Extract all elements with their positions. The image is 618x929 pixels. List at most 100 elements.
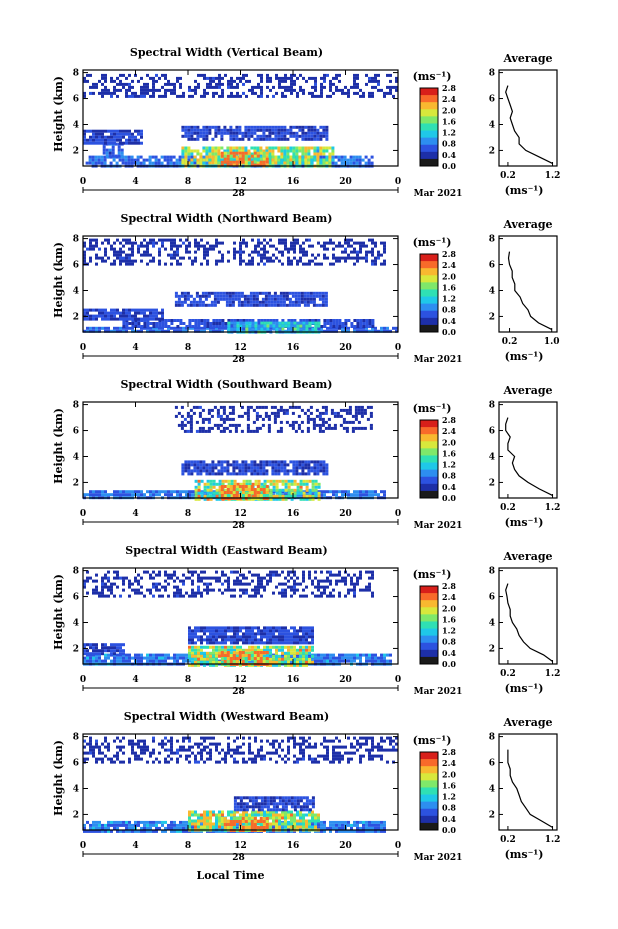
heatmap-cell [324,405,328,409]
heatmap-cell [149,238,152,242]
heatmap-cell [281,626,284,630]
heatmap-cell [125,259,128,263]
heatmap-cell [119,262,122,266]
heatmap-cell [86,329,89,333]
heatmap-cell [122,85,125,89]
heatmap-cell [328,158,332,162]
heatmap-cell [270,405,274,409]
heatmap-cell [186,411,190,415]
heatmap-cell [143,244,146,248]
heatmap-cell [213,423,217,427]
heatmap-cell [155,490,158,494]
heatmap-cell [220,466,224,470]
heatmap-cell [284,247,287,251]
heatmap-cell [255,414,259,418]
heatmap-cell [228,291,232,295]
heatmap-cell [253,651,257,654]
heatmap-cell [215,632,218,636]
heatmap-cell [202,131,206,135]
heatmap-cell [107,238,110,242]
heatmap-cell [186,420,190,424]
heatmap-cell [305,262,308,266]
heatmap-cell [365,325,369,328]
heatmap-cell [279,294,283,298]
heatmap-cell [200,490,203,494]
heatmap-cell [110,588,113,592]
heatmap-cell [116,250,119,254]
heatmap-cell [194,479,198,483]
heatmap-cell [232,160,236,164]
heatmap-cell [173,88,176,92]
heatmap-cell [101,326,104,330]
heatmap-cell [195,291,199,295]
heatmap-cell [266,645,269,649]
heatmap-cell [181,463,185,467]
heatmap-cell [395,76,398,80]
heatmap-cell [176,659,179,663]
heatmap-cell [205,469,209,473]
heatmap-cell [110,582,113,586]
heatmap-cell [317,497,321,501]
heatmap-cell [329,82,332,86]
heatmap-cell [274,161,278,165]
heatmap-cell [248,262,251,266]
heatmap-cell [235,151,239,155]
heatmap-cell [330,426,334,430]
heatmap-cell [224,632,227,636]
heatmap-cell [316,137,320,141]
heatmap-cell [86,311,89,315]
heatmap-cell [290,653,293,657]
heatmap-cell [198,414,202,418]
heatmap-cell [212,85,215,89]
heatmap-cell [224,641,227,645]
heatmap-cell [285,420,289,424]
heatmap-cell [213,297,217,301]
heatmap-cell [292,463,296,467]
heatmap-cell [308,653,311,657]
heatmap-cell [296,638,299,642]
heatmap-cell [195,420,199,424]
heatmap-cell [309,294,313,298]
heatmap-cell [329,238,332,242]
heatmap-cell [146,91,149,95]
heatmap-cell [152,88,155,92]
heatmap-cell [311,327,315,331]
heatmap-cell [119,250,122,254]
heatmap-cell [262,157,266,161]
heatmap-cell [202,460,206,464]
heatmap-cell [341,256,344,260]
heatmap-cell [304,466,308,470]
heatmap-cell [277,131,281,135]
heatmap-cell [117,151,121,155]
heatmap-cell [310,161,314,165]
heatmap-cell [278,250,281,254]
heatmap-cell [256,654,260,657]
heatmap-cell [226,149,230,153]
heatmap-cell [200,654,203,658]
heatmap-cell [282,408,286,412]
heatmap-cell [111,151,115,155]
heatmap-cell [275,488,279,492]
heatmap-cell [140,325,144,328]
heatmap-cell [323,85,326,89]
heatmap-cell [310,469,314,473]
heatmap-cell [181,472,185,476]
heatmap-cell [308,497,312,501]
heatmap-cell [250,160,254,164]
heatmap-cell [134,588,137,592]
heatmap-cell [104,91,107,95]
heatmap-cell [296,660,299,664]
heatmap-cell [223,485,227,488]
heatmap-cell [95,493,98,497]
heatmap-cell [241,485,245,488]
heatmap-cell [250,488,254,491]
heatmap-cell [199,469,203,473]
panel-2: Spectral Width (Southward Beam)2468Heigh… [52,378,560,531]
heatmap-cell [134,322,138,325]
heatmap-cell [302,490,305,494]
heatmap-cell [95,652,98,656]
heatmap-cell [199,131,203,135]
heatmap-cell [143,82,146,86]
heatmap-cell [304,152,308,156]
heatmap-cell [245,327,249,331]
